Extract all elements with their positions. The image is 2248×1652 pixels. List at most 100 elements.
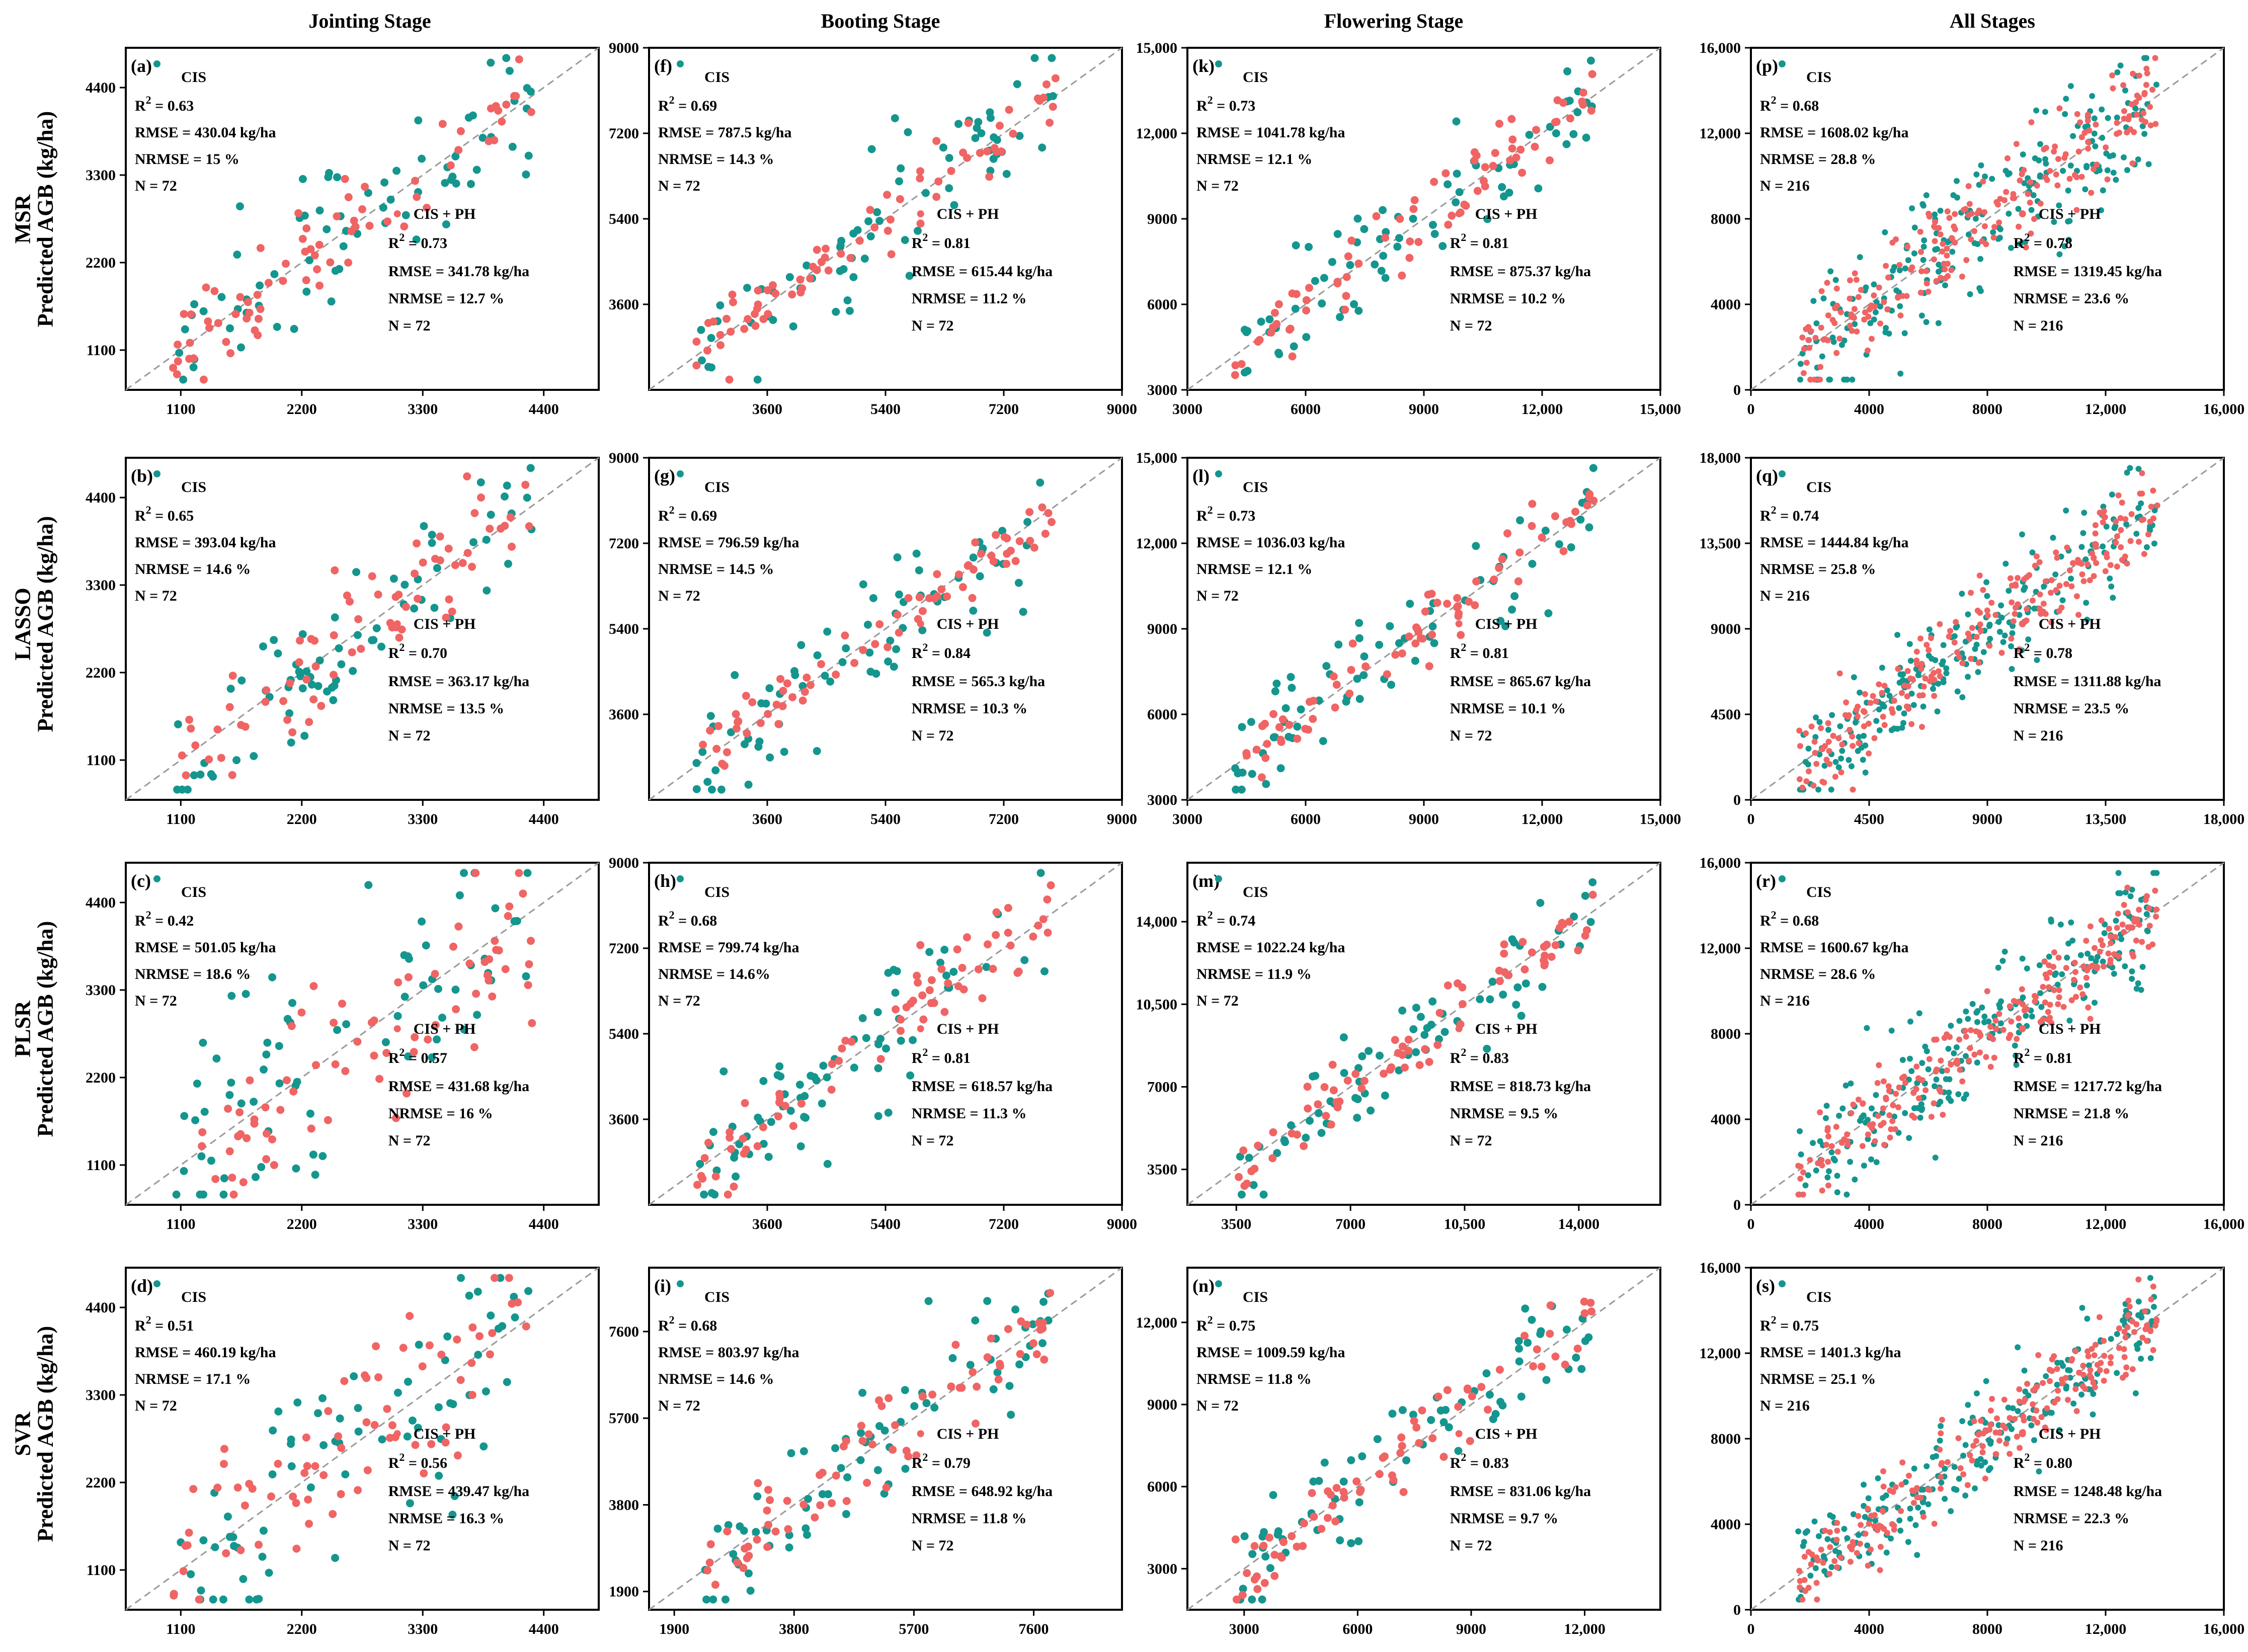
- cis-ph-point: [1538, 533, 1546, 542]
- cis-ph-point: [361, 183, 369, 191]
- cis-ph-point: [1826, 1571, 1833, 1577]
- cis-ph-point: [1918, 660, 1925, 667]
- cis-ph-point: [527, 937, 535, 945]
- cis-point: [858, 1014, 867, 1022]
- cis-ph-point: [1944, 245, 1950, 252]
- cis-ph-point: [475, 1332, 484, 1341]
- cis-ph-point: [300, 1469, 309, 1477]
- cis-ph-point: [454, 146, 463, 154]
- cis-point: [1859, 1114, 1865, 1121]
- cis-ph-point: [1932, 238, 1938, 244]
- cis-ph-point: [2148, 504, 2154, 510]
- cis-ph-r2: R2 = 0.81: [912, 231, 971, 252]
- cis-ph-point: [1987, 1024, 1994, 1030]
- cis-point: [1987, 1440, 1994, 1447]
- cis-ph-point: [2077, 119, 2083, 126]
- cis-ph-point: [454, 922, 463, 931]
- cis-ph-point: [947, 167, 955, 175]
- cis-ph-point: [1302, 296, 1311, 304]
- cis-ph-point: [1977, 1049, 1983, 1056]
- cis-point: [924, 1297, 933, 1305]
- cis-point: [1439, 1418, 1448, 1427]
- cis-ph-point: [1933, 278, 1940, 284]
- cis-point: [1914, 1552, 1920, 1558]
- cis-ph-point: [374, 590, 382, 599]
- cis-point: [245, 1595, 254, 1604]
- cis-point: [227, 992, 236, 1000]
- cis-point: [1907, 1516, 1913, 1522]
- cis-point: [1907, 1505, 1913, 1512]
- cis-point: [1805, 761, 1811, 768]
- cis-point: [2133, 531, 2140, 537]
- cis-ph-point: [2046, 962, 2052, 968]
- cis-ph-point: [2153, 914, 2159, 920]
- cis-point: [982, 963, 991, 971]
- cis-ph-point: [2000, 1027, 2006, 1033]
- cis-point: [1837, 723, 1843, 729]
- cis-ph-point: [2113, 539, 2119, 546]
- cis-point: [180, 1112, 189, 1120]
- cis-legend-marker: [677, 60, 684, 67]
- cis-point: [971, 134, 980, 142]
- x-tick-label: 8000: [1972, 1216, 2002, 1232]
- cis-ph-point: [877, 1402, 886, 1411]
- cis-point: [2132, 105, 2138, 112]
- cis-point: [1813, 320, 1820, 326]
- cis-ph-point: [1946, 215, 1953, 221]
- cis-point: [2009, 666, 2015, 672]
- cis-ph-point: [1034, 921, 1042, 930]
- cis-ph-point: [2016, 1015, 2022, 1022]
- panel-f: 36003600540054007200720090009000(f)CISR2…: [609, 40, 1137, 418]
- cis-point: [1536, 898, 1545, 907]
- cis-ph-point: [2013, 581, 2019, 588]
- cis-point: [319, 1441, 328, 1449]
- cis-ph-point: [1931, 693, 1938, 699]
- cis-point: [912, 549, 921, 558]
- cis-ph-point: [1397, 1433, 1406, 1442]
- cis-ph-point: [1957, 1066, 1963, 1073]
- cis-ph-rmse: RMSE = 865.67 kg/ha: [1450, 673, 1591, 690]
- cis-point: [743, 284, 751, 292]
- cis-point: [189, 363, 198, 372]
- cis-ph-point: [1495, 966, 1503, 975]
- x-tick-label: 9000: [1107, 401, 1137, 418]
- cis-ph-point: [2142, 897, 2149, 903]
- cis-point: [1907, 1055, 1913, 1062]
- cis-point: [273, 322, 281, 331]
- cis-point: [764, 1152, 773, 1161]
- cis-ph-point: [1962, 1028, 1968, 1034]
- cis-ph-point: [1247, 1167, 1256, 1176]
- cis-ph-point: [365, 221, 374, 230]
- cis-ph-point: [2134, 111, 2140, 118]
- cis-point: [1972, 215, 1979, 222]
- cis-ph-point: [1558, 919, 1566, 927]
- x-tick-label: 9000: [1107, 811, 1137, 828]
- cis-point: [859, 580, 867, 589]
- cis-ph-point: [2048, 577, 2055, 584]
- cis-point: [491, 904, 500, 913]
- cis-ph-point: [1428, 1434, 1437, 1442]
- cis-point: [1805, 1172, 1811, 1179]
- cis-point: [2022, 1388, 2029, 1395]
- cis-ph-legend-label: CIS + PH: [2039, 616, 2101, 632]
- cis-ph-point: [2080, 1362, 2086, 1369]
- cis-point: [1235, 769, 1243, 777]
- cis-ph-point: [2016, 646, 2023, 652]
- cis-ph-point: [1938, 1474, 1944, 1480]
- cis-ph-point: [1252, 746, 1261, 754]
- cis-ph-point: [2072, 1386, 2079, 1392]
- cis-ph-point: [1261, 754, 1270, 762]
- cis-ph-point: [346, 597, 354, 606]
- cis-ph-point: [1352, 1477, 1361, 1485]
- cis-ph-point: [1871, 292, 1877, 299]
- cis-point: [2021, 1367, 2028, 1374]
- cis-point: [414, 116, 423, 125]
- cis-point: [2084, 950, 2091, 957]
- cis-point: [400, 581, 409, 589]
- cis-point: [1937, 1099, 1944, 1105]
- cis-point: [696, 1160, 704, 1168]
- y-tick-label: 1100: [87, 342, 116, 359]
- cis-ph-point: [1818, 324, 1824, 331]
- cis-point: [1884, 687, 1890, 694]
- cis-point: [948, 1354, 957, 1362]
